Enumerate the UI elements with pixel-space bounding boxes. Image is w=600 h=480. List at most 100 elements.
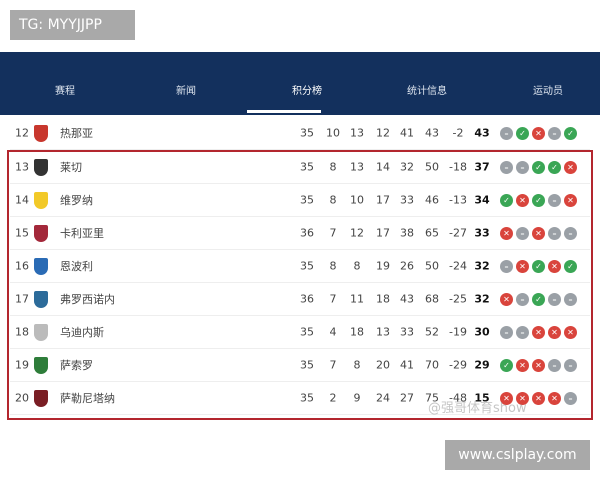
form-draw-icon: –	[548, 359, 561, 372]
team-name[interactable]: 恩波利	[60, 260, 93, 273]
form-loss-icon: ✕	[516, 359, 529, 372]
points: 30	[474, 325, 490, 339]
stat-cell: 8	[353, 358, 361, 372]
stat-cell: 4	[329, 325, 337, 339]
team-name[interactable]: 卡利亚里	[60, 227, 104, 240]
tab-standings[interactable]: 积分榜	[292, 86, 322, 97]
table-row[interactable]: 15 卡利亚里 36 7 12 17 38 65 -27 33 ✕ – ✕ – –	[10, 217, 590, 250]
form-loss-icon: ✕	[532, 392, 545, 405]
team-name[interactable]: 萨索罗	[60, 359, 93, 372]
stat-cell: -29	[449, 358, 467, 372]
stat-cell: 46	[425, 193, 439, 207]
form-loss-icon: ✕	[564, 326, 577, 339]
table-row[interactable]: 14 维罗纳 35 8 10 17 33 46 -13 34 ✓ ✕ ✓ – ✕	[10, 184, 590, 217]
form-win-icon: ✓	[548, 161, 561, 174]
team-name[interactable]: 乌迪内斯	[60, 326, 104, 339]
watermark-top: TG: MYYJJPP	[10, 10, 135, 40]
stat-cell: 35	[300, 126, 314, 140]
tab-players[interactable]: 运动员	[533, 86, 563, 97]
stat-cell: 35	[300, 259, 314, 273]
stat-cell: 17	[376, 193, 390, 207]
team-crest-icon	[34, 159, 48, 176]
form-draw-icon: –	[516, 161, 529, 174]
team-name[interactable]: 莱切	[60, 161, 82, 174]
form-draw-icon: –	[516, 293, 529, 306]
position: 14	[15, 193, 29, 207]
tab-schedule[interactable]: 赛程	[55, 86, 75, 97]
tab-news[interactable]: 新闻	[176, 86, 196, 97]
stat-cell: -25	[449, 292, 467, 306]
stat-cell: 8	[329, 259, 337, 273]
form-loss-icon: ✕	[516, 392, 529, 405]
team-crest-icon	[34, 125, 48, 142]
stat-cell: 27	[400, 391, 414, 405]
form-draw-icon: –	[564, 359, 577, 372]
image-watermark: @强哥体育show	[428, 401, 527, 416]
stat-cell: -48	[449, 391, 467, 405]
form-loss-icon: ✕	[500, 293, 513, 306]
table-row[interactable]: 16 恩波利 35 8 8 19 26 50 -24 32– ✕ ✓ ✕ ✓	[10, 250, 590, 283]
form-win-icon: ✓	[564, 127, 577, 140]
table-row[interactable]: 19 萨索罗 35 7 8 20 41 70 -29 29 ✓ ✕ ✕ – –	[10, 349, 590, 382]
position: 19	[15, 358, 29, 372]
stat-cell: 10	[350, 193, 364, 207]
stat-cell: 9	[353, 391, 361, 405]
form-loss-icon: ✕	[516, 260, 529, 273]
position: 18	[15, 325, 29, 339]
form-loss-icon: ✕	[548, 260, 561, 273]
form-win-icon: ✓	[532, 293, 545, 306]
table-row[interactable]: 13 莱切 35 8 13 14 32 50 -18 37– – ✓ ✓ ✕	[10, 151, 590, 184]
form-win-icon: ✓	[532, 260, 545, 273]
stat-cell: 70	[425, 358, 439, 372]
team-name[interactable]: 弗罗西诺内	[60, 293, 115, 306]
stat-cell: 13	[350, 126, 364, 140]
team-name[interactable]: 维罗纳	[60, 194, 93, 207]
form-draw-icon: –	[500, 326, 513, 339]
table-row[interactable]: 12 热那亚 35 10 13 12 41 43 -2 43– ✓ ✕ – ✓	[10, 117, 590, 150]
team-crest-icon	[34, 258, 48, 275]
table-row[interactable]: 18 乌迪内斯 35 4 18 13 33 52 -19 30– – ✕ ✕ ✕	[10, 316, 590, 349]
table-row[interactable]: 17 弗罗西诺内 36 7 11 18 43 68 -25 32 ✕ – ✓ – –	[10, 283, 590, 316]
table-row[interactable]: 20 萨勒尼塔纳 35 2 9 24 27 75 -48 15 ✕ ✕ ✕ ✕ –	[10, 382, 590, 415]
stat-cell: 8	[329, 160, 337, 174]
stat-cell: 52	[425, 325, 439, 339]
points: 32	[474, 292, 490, 306]
team-name[interactable]: 热那亚	[60, 127, 93, 140]
team-name[interactable]: 萨勒尼塔纳	[60, 392, 115, 405]
stat-cell: 18	[350, 325, 364, 339]
position: 16	[15, 259, 29, 273]
form-loss-icon: ✕	[564, 161, 577, 174]
stat-cell: 38	[400, 226, 414, 240]
stat-cell: 36	[300, 292, 314, 306]
points: 37	[474, 160, 490, 174]
form-loss-icon: ✕	[500, 392, 513, 405]
team-crest-icon	[34, 225, 48, 242]
form-loss-icon: ✕	[500, 227, 513, 240]
form-draw-icon: –	[548, 293, 561, 306]
position: 20	[15, 391, 29, 405]
stat-cell: 18	[376, 292, 390, 306]
points: 33	[474, 226, 490, 240]
form-loss-icon: ✕	[532, 227, 545, 240]
stat-cell: 41	[400, 358, 414, 372]
stat-cell: 7	[329, 358, 337, 372]
stat-cell: 43	[400, 292, 414, 306]
stat-cell: 41	[400, 126, 414, 140]
stat-cell: 35	[300, 391, 314, 405]
form-draw-icon: –	[564, 293, 577, 306]
stat-cell: 13	[376, 325, 390, 339]
tab-stats[interactable]: 统计信息	[407, 86, 447, 97]
stat-cell: 10	[326, 126, 340, 140]
stat-cell: 35	[300, 325, 314, 339]
team-crest-icon	[34, 357, 48, 374]
stat-cell: 13	[350, 160, 364, 174]
tab-bar: 赛程 新闻 积分榜 统计信息 运动员	[0, 52, 600, 115]
stat-cell: 8	[329, 193, 337, 207]
team-crest-icon	[34, 192, 48, 209]
form-loss-icon: ✕	[532, 127, 545, 140]
stat-cell: 50	[425, 160, 439, 174]
stat-cell: 32	[400, 160, 414, 174]
points: 34	[474, 193, 490, 207]
position: 13	[15, 160, 29, 174]
position: 15	[15, 226, 29, 240]
